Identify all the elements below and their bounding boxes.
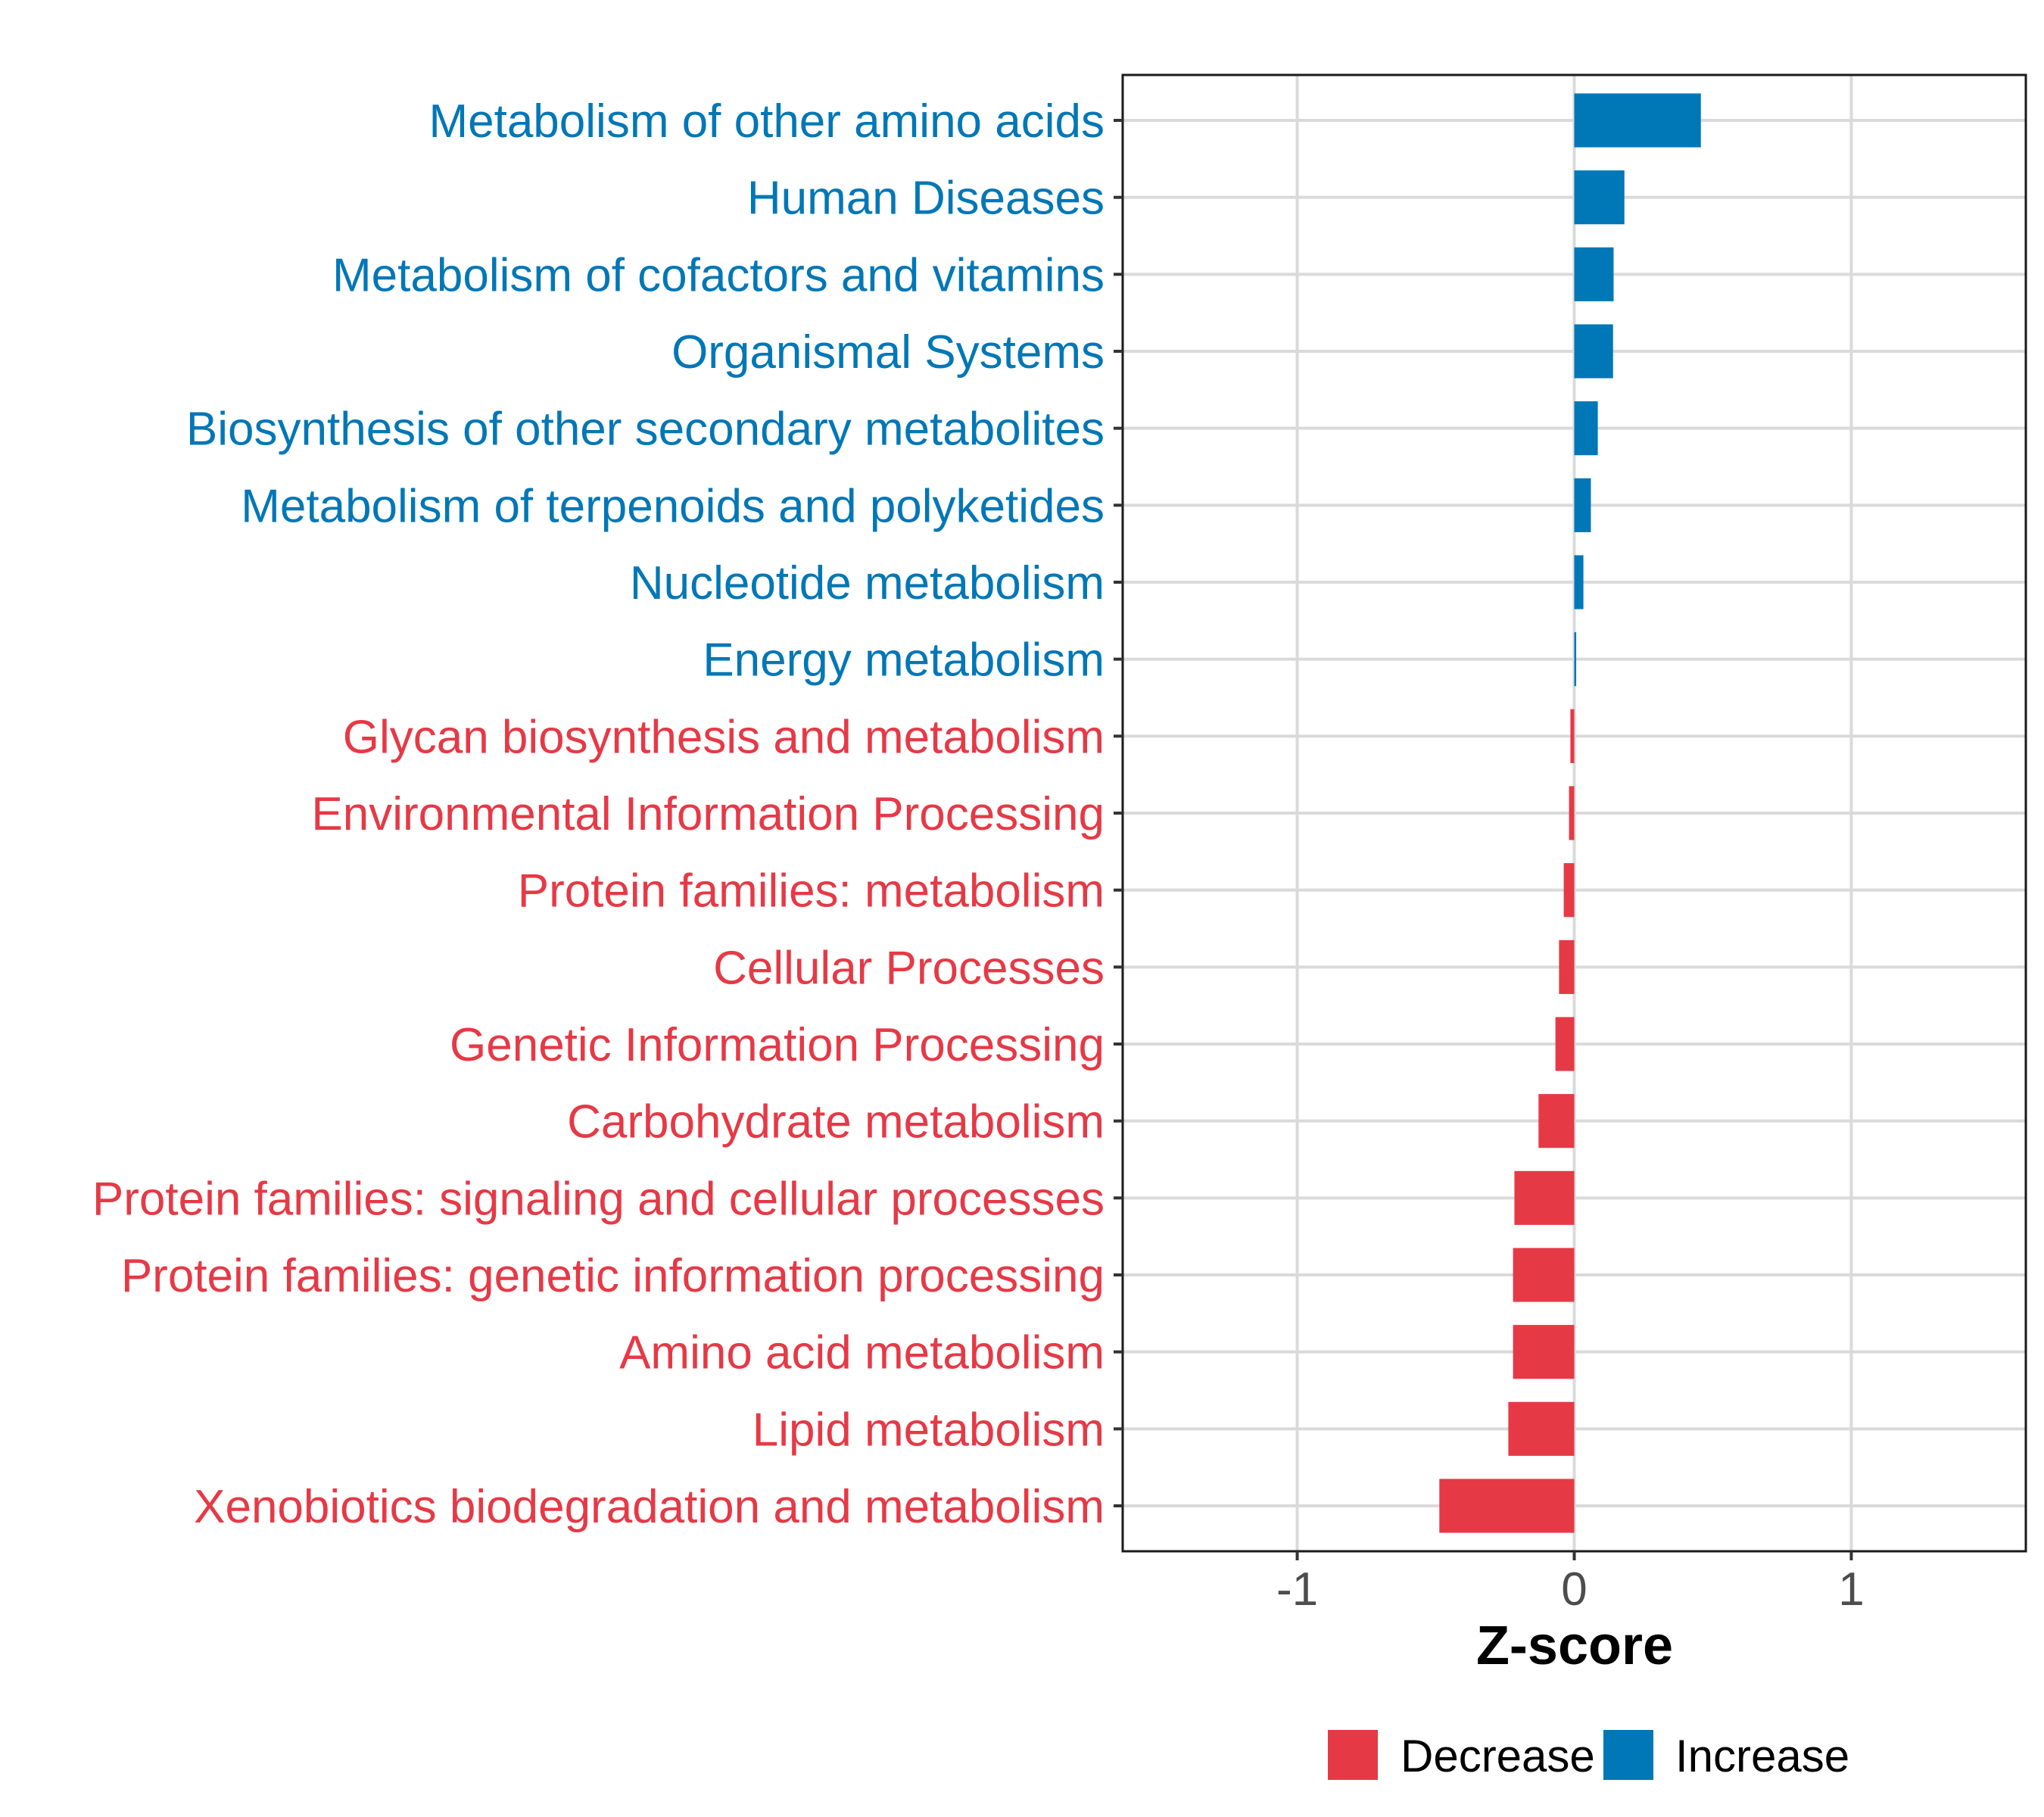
bar-organismal-systems (1574, 324, 1613, 379)
y-label-environmental-information-processing: Environmental Information Processing (311, 788, 1105, 840)
bar-protein-families-signaling-and-cellular-processes (1514, 1170, 1575, 1225)
bar-protein-families-metabolism (1563, 863, 1575, 918)
legend-label-decrease: Decrease (1401, 1731, 1595, 1781)
bar-carbohydrate-metabolism (1538, 1094, 1575, 1148)
y-label-metabolism-of-other-amino-acids: Metabolism of other amino acids (428, 95, 1105, 148)
bar-metabolism-of-cofactors-and-vitamins (1574, 247, 1614, 301)
y-label-energy-metabolism: Energy metabolism (703, 634, 1105, 687)
bar-energy-metabolism (1574, 632, 1577, 687)
y-label-protein-families-metabolism: Protein families: metabolism (518, 865, 1105, 918)
x-tick-label: 1 (1838, 1563, 1864, 1616)
y-label-biosynthesis-of-other-secondary-metabolites: Biosynthesis of other secondary metaboli… (186, 404, 1105, 456)
x-axis-labels: -1 0 1 (1276, 1563, 1865, 1616)
y-label-genetic-information-processing: Genetic Information Processing (450, 1019, 1105, 1071)
y-label-lipid-metabolism: Lipid metabolism (752, 1404, 1105, 1456)
y-label-amino-acid-metabolism: Amino acid metabolism (619, 1327, 1105, 1379)
bar-human-diseases (1574, 170, 1625, 225)
bar-glycan-biosynthesis-and-metabolism (1570, 709, 1575, 763)
x-axis-ticks (1295, 1551, 1853, 1560)
y-axis-labels: Metabolism of other amino acids Human Dis… (92, 95, 1105, 1533)
bar-cellular-processes (1559, 940, 1575, 994)
bar-amino-acid-metabolism (1513, 1325, 1575, 1379)
legend-label-increase: Increase (1675, 1731, 1849, 1781)
bar-biosynthesis-of-other-secondary-metabolites (1574, 401, 1598, 456)
bar-lipid-metabolism (1508, 1401, 1575, 1456)
bar-metabolism-of-other-amino-acids (1574, 93, 1701, 148)
y-label-metabolism-of-terpenoids-and-polyketides: Metabolism of terpenoids and polyketides (241, 480, 1105, 532)
x-tick-label: -1 (1276, 1563, 1318, 1616)
y-label-carbohydrate-metabolism: Carbohydrate metabolism (567, 1096, 1105, 1148)
bar-genetic-information-processing (1555, 1017, 1575, 1071)
bar-metabolism-of-terpenoids-and-polyketides (1574, 478, 1591, 532)
y-label-human-diseases: Human Diseases (747, 173, 1105, 225)
bar-xenobiotics-biodegradation-and-metabolism (1439, 1479, 1575, 1533)
y-label-organismal-systems: Organismal Systems (671, 326, 1105, 379)
legend-key-decrease (1328, 1730, 1378, 1780)
y-axis-ticks (1114, 119, 1123, 1507)
bar-protein-families-genetic-information-processing (1513, 1248, 1575, 1302)
bar-nucleotide-metabolism (1574, 555, 1584, 609)
bars (1439, 93, 1701, 1533)
x-axis-title: Z-score (1476, 1616, 1673, 1676)
y-label-protein-families-genetic-information-processing: Protein families: genetic information pr… (121, 1250, 1105, 1302)
y-label-xenobiotics-biodegradation-and-metabolism: Xenobiotics biodegradation and metabolis… (194, 1481, 1105, 1533)
y-label-nucleotide-metabolism: Nucleotide metabolism (630, 557, 1105, 609)
y-label-protein-families-signaling-and-cellular-processes: Protein families: signaling and cellular… (92, 1173, 1105, 1225)
y-label-metabolism-of-cofactors-and-vitamins: Metabolism of cofactors and vitamins (332, 249, 1105, 301)
bar-environmental-information-processing (1569, 786, 1575, 840)
legend-key-increase (1603, 1730, 1653, 1780)
x-tick-label: 0 (1561, 1563, 1587, 1616)
legend: Decrease Increase (1328, 1730, 1849, 1781)
y-label-cellular-processes: Cellular Processes (713, 942, 1105, 994)
y-label-glycan-biosynthesis-and-metabolism: Glycan biosynthesis and metabolism (343, 711, 1105, 763)
